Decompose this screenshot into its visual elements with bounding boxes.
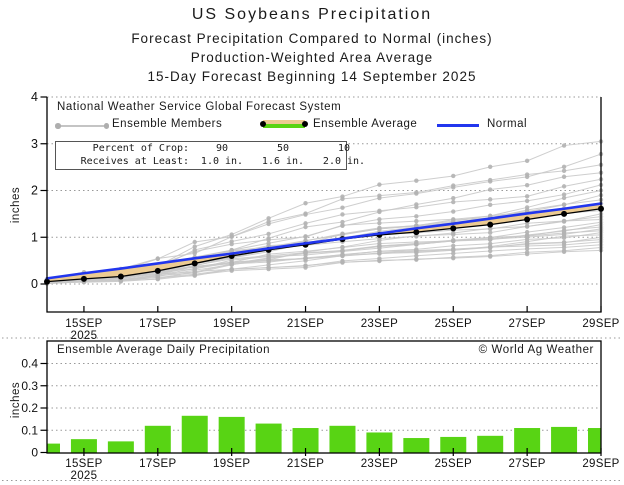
amount-50pct: 1.6 in. (261, 155, 305, 167)
svg-text:0.1: 0.1 (21, 423, 38, 437)
legend-label-normal: Normal (487, 118, 528, 130)
svg-text:19SEP: 19SEP (213, 458, 250, 470)
ensemble-members-legend-icon (55, 123, 109, 129)
daily-precip-chart-title: Ensemble Average Daily Precipitation (57, 344, 271, 356)
subtitle-area-average: Production-Weighted Area Average (190, 50, 434, 65)
svg-text:25SEP: 25SEP (435, 458, 472, 470)
subtitle-forecast-date: 15-Day Forecast Beginning 14 September 2… (147, 69, 477, 84)
member-line-swatch (57, 125, 107, 127)
svg-text:21SEP: 21SEP (287, 458, 324, 470)
svg-text:29SEP: 29SEP (582, 318, 619, 330)
average-dot-icon (302, 121, 308, 127)
svg-text:2: 2 (31, 184, 38, 198)
svg-text:1: 1 (31, 230, 38, 244)
svg-text:0.3: 0.3 (21, 379, 38, 393)
member-dot-icon (55, 123, 61, 129)
svg-text:19SEP: 19SEP (213, 318, 250, 330)
svg-text:29SEP: 29SEP (582, 458, 619, 470)
member-dot-icon (103, 123, 109, 129)
svg-text:3: 3 (31, 137, 38, 151)
top-chart-y-axis-label: inches (10, 186, 22, 224)
svg-text:17SEP: 17SEP (139, 318, 176, 330)
legend-label-ensemble-members: Ensemble Members (112, 118, 223, 130)
svg-text:27SEP: 27SEP (508, 318, 545, 330)
percent-50: 50 (276, 143, 290, 154)
svg-text:25SEP: 25SEP (435, 318, 472, 330)
legend-label-ensemble-average: Ensemble Average (313, 118, 418, 130)
percent-90: 90 (215, 143, 229, 154)
subtitle-comparison: Forecast Precipitation Compared to Norma… (131, 31, 493, 46)
svg-text:0.4: 0.4 (21, 357, 38, 371)
svg-text:2025: 2025 (71, 470, 98, 482)
bottom-chart-y-axis-label: inches (10, 381, 22, 419)
percent-of-crop-box: Percent of Crop: 90 50 10 Receives at Le… (55, 141, 365, 170)
svg-text:23SEP: 23SEP (361, 318, 398, 330)
svg-text:2025: 2025 (71, 330, 98, 342)
svg-text:15SEP: 15SEP (65, 458, 102, 470)
average-dot-icon (260, 121, 266, 127)
normal-line-legend-icon (437, 123, 479, 127)
below-normal-band-swatch (263, 124, 305, 128)
percent-row-label: Percent of Crop: (92, 143, 189, 154)
svg-text:0.2: 0.2 (21, 401, 38, 415)
page-title: US Soybeans Precipitation (191, 6, 433, 23)
svg-text:21SEP: 21SEP (287, 318, 324, 330)
svg-text:0: 0 (31, 277, 38, 291)
svg-text:15SEP: 15SEP (65, 318, 102, 330)
svg-text:23SEP: 23SEP (361, 458, 398, 470)
receives-row-label: Receives at Least: (80, 155, 189, 167)
svg-text:27SEP: 27SEP (508, 458, 545, 470)
svg-text:0: 0 (31, 446, 38, 460)
percent-10: 10 (337, 143, 351, 154)
copyright-label: © World Ag Weather (478, 344, 594, 356)
svg-text:17SEP: 17SEP (139, 458, 176, 470)
forecast-source-label: National Weather Service Global Forecast… (57, 101, 342, 113)
amount-10pct: 2.0 in. (322, 155, 366, 167)
ensemble-average-legend-icon (260, 119, 308, 129)
svg-text:4: 4 (31, 90, 38, 104)
above-normal-band-swatch (263, 120, 305, 124)
amount-90pct: 1.0 in. (200, 155, 244, 167)
receives-at-least-row: Receives at Least: 1.0 in. 1.6 in. 2.0 i… (56, 155, 365, 169)
percent-of-crop-row: Percent of Crop: 90 50 10 (56, 143, 350, 156)
